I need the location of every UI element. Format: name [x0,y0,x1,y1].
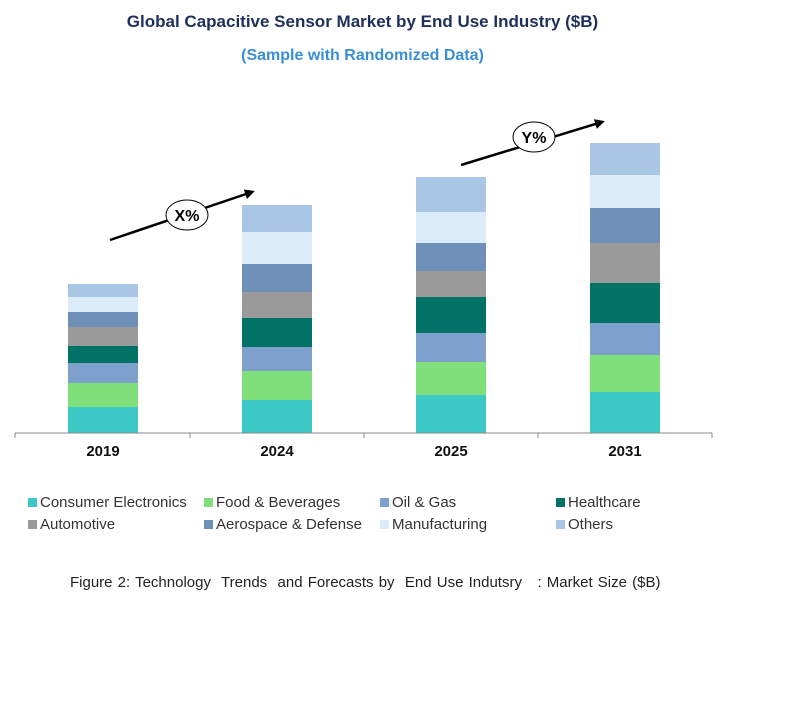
bar-segment-2031-oil-gas [590,323,660,355]
chart-title: Global Capacitive Sensor Market by End U… [126,12,599,31]
bar-segment-2025-food-beverages [416,362,486,395]
bar-segment-2019-automotive [68,327,138,346]
bar-segment-2025-aerospace-defense [416,243,486,271]
bar-segment-2031-others [590,143,660,175]
bar-segment-2031-healthcare [590,283,660,323]
legend-item-manufacturing: Manufacturing [380,516,487,533]
bar-segment-2024-manufacturing [242,232,312,264]
x-tick-label-2025: 2025 [434,443,467,460]
legend-item-others: Others [556,516,613,533]
growth-label-bubble [512,121,556,153]
bar-segment-2025-healthcare [416,297,486,333]
bar-segment-2019-healthcare [68,346,138,363]
bar-segment-2024-healthcare [242,318,312,347]
legend-swatch [380,520,389,529]
bar-segment-2024-consumer-electronics [242,400,312,433]
bar-segment-2019-food-beverages [68,383,138,407]
bar-segment-2019-oil-gas [68,363,138,383]
x-tick-label-2031: 2031 [608,443,641,460]
legend-item-consumer-electronics: Consumer Electronics [28,494,187,511]
bar-segment-2031-aerospace-defense [590,208,660,243]
bar-segment-2019-manufacturing [68,297,138,312]
legend-item-automotive: Automotive [28,516,115,533]
legend-item-healthcare: Healthcare [556,494,641,511]
legend-item-aerospace-defense: Aerospace & Defense [204,516,362,533]
bar-segment-2019-consumer-electronics [68,407,138,433]
bar-segment-2024-food-beverages [242,371,312,400]
bars-group [68,143,660,433]
bar-segment-2025-consumer-electronics [416,395,486,433]
bar-segment-2025-oil-gas [416,333,486,362]
legend-item-oil-gas: Oil & Gas [380,494,456,511]
growth-label-bubble [165,199,209,231]
growth-label-text: Y% [522,130,547,147]
x-tick-label-2024: 2024 [260,443,294,460]
legend-label: Automotive [40,516,116,533]
legend-swatch [380,498,389,507]
legend-swatch [556,520,565,529]
bar-segment-2019-aerospace-defense [68,312,138,327]
bar-segment-2031-food-beverages [590,355,660,392]
bar-segment-2031-automotive [590,243,660,283]
legend-swatch [28,520,37,529]
legend-label: Aerospace & Defense [216,516,362,533]
legend-swatch [28,498,37,507]
legend-label: Consumer Electronics [40,494,187,511]
bar-segment-2025-automotive [416,271,486,297]
bar-segment-2024-automotive [242,292,312,318]
bar-segment-2031-consumer-electronics [590,392,660,433]
legend-swatch [556,498,565,507]
growth-label-text: X% [175,208,200,225]
legend-label: Healthcare [568,494,641,511]
legend-label: Others [568,516,614,533]
bar-segment-2024-oil-gas [242,347,312,371]
growth-annotations: X% Y% [109,119,605,242]
x-axis: 2019 2024 2025 2031 [14,432,713,460]
legend-swatch [204,498,213,507]
bar-segment-2025-manufacturing [416,212,486,243]
figure-caption: Figure 2: Technology Trends and Forecast… [70,574,661,591]
bar-segment-2019-others [68,284,138,297]
bar-segment-2025-others [416,177,486,212]
bar-segment-2024-aerospace-defense [242,264,312,292]
bar-segment-2031-manufacturing [590,175,660,208]
bar-segment-2024-others [242,205,312,232]
x-tick-label-2019: 2019 [86,443,119,460]
legend-label: Food & Beverages [216,494,341,511]
chart-subtitle: (Sample with Randomized Data) [241,47,484,64]
legend-label: Manufacturing [392,516,488,533]
legend-item-food-beverages: Food & Beverages [204,494,340,511]
stacked-bar-chart: 2019 2024 2025 2031 X% Y% [14,119,713,460]
legend-swatch [204,520,213,529]
legend-label: Oil & Gas [392,494,457,511]
